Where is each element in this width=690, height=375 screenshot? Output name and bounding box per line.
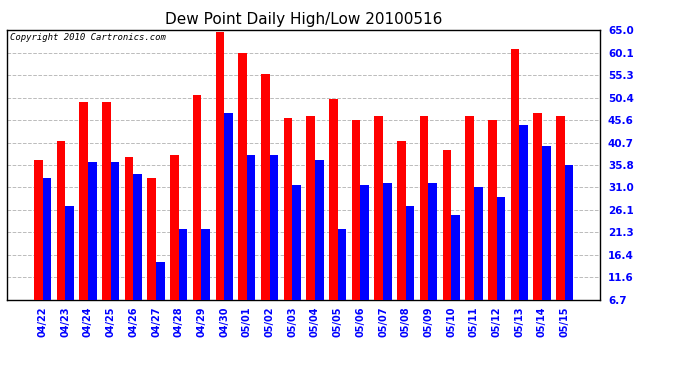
Bar xyxy=(133,174,142,300)
Text: Copyright 2010 Cartronics.com: Copyright 2010 Cartronics.com xyxy=(10,33,166,42)
Bar xyxy=(238,53,247,300)
Bar xyxy=(329,99,337,300)
Bar xyxy=(156,261,165,300)
Bar xyxy=(511,48,520,300)
Bar xyxy=(110,162,119,300)
Bar xyxy=(284,118,293,300)
Title: Dew Point Daily High/Low 20100516: Dew Point Daily High/Low 20100516 xyxy=(165,12,442,27)
Bar xyxy=(306,116,315,300)
Bar xyxy=(465,116,474,300)
Bar xyxy=(247,155,255,300)
Bar xyxy=(170,155,179,300)
Bar xyxy=(556,116,564,300)
Bar xyxy=(397,141,406,300)
Bar xyxy=(34,160,43,300)
Bar xyxy=(215,32,224,300)
Bar xyxy=(352,120,360,300)
Bar xyxy=(65,206,74,300)
Bar xyxy=(520,125,528,300)
Bar xyxy=(564,165,573,300)
Bar xyxy=(270,155,278,300)
Bar xyxy=(383,183,392,300)
Bar xyxy=(201,229,210,300)
Bar xyxy=(43,178,51,300)
Bar xyxy=(293,185,301,300)
Bar xyxy=(125,158,133,300)
Bar xyxy=(375,116,383,300)
Bar xyxy=(406,206,415,300)
Bar xyxy=(79,102,88,300)
Bar xyxy=(261,74,270,300)
Bar xyxy=(442,150,451,300)
Bar xyxy=(488,120,497,300)
Bar xyxy=(497,197,505,300)
Bar xyxy=(88,162,97,300)
Bar xyxy=(474,188,482,300)
Bar xyxy=(315,160,324,300)
Bar xyxy=(360,185,369,300)
Bar xyxy=(224,113,233,300)
Bar xyxy=(102,102,110,300)
Bar xyxy=(148,178,156,300)
Bar xyxy=(428,183,437,300)
Bar xyxy=(533,113,542,300)
Bar xyxy=(193,95,201,300)
Bar xyxy=(179,229,188,300)
Bar xyxy=(337,229,346,300)
Bar xyxy=(57,141,65,300)
Bar xyxy=(420,116,428,300)
Bar xyxy=(451,215,460,300)
Bar xyxy=(542,146,551,300)
